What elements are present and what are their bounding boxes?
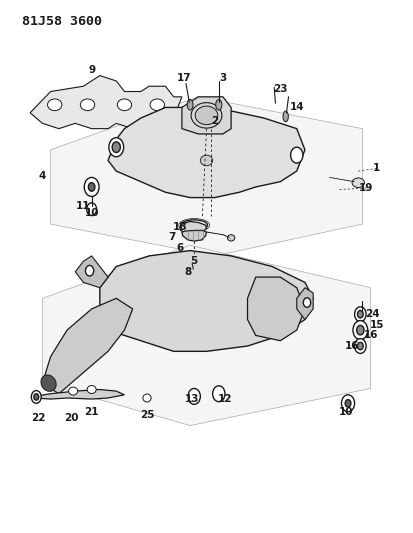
Circle shape (85, 265, 94, 276)
Circle shape (188, 389, 200, 405)
Ellipse shape (41, 375, 56, 391)
Text: 3: 3 (219, 73, 227, 83)
Text: 13: 13 (185, 394, 199, 404)
Circle shape (355, 307, 366, 321)
Text: 20: 20 (64, 413, 78, 423)
Text: 22: 22 (31, 413, 45, 423)
Text: 19: 19 (359, 183, 374, 193)
Text: 25: 25 (140, 410, 154, 420)
Circle shape (345, 400, 351, 407)
Circle shape (109, 138, 123, 157)
Circle shape (112, 142, 120, 152)
Circle shape (291, 147, 303, 163)
Text: 9: 9 (88, 66, 95, 75)
Ellipse shape (87, 385, 96, 393)
Text: 16: 16 (363, 330, 378, 341)
Text: 1: 1 (373, 164, 380, 173)
Ellipse shape (150, 99, 164, 111)
Ellipse shape (200, 155, 213, 166)
Ellipse shape (228, 235, 235, 241)
Polygon shape (182, 230, 206, 241)
Polygon shape (51, 97, 362, 256)
Text: 16: 16 (345, 341, 359, 351)
Ellipse shape (117, 99, 132, 111)
Circle shape (303, 298, 311, 308)
Text: 7: 7 (168, 232, 176, 243)
Circle shape (213, 386, 225, 402)
Circle shape (88, 183, 95, 191)
Ellipse shape (283, 111, 288, 122)
Text: 10: 10 (84, 208, 99, 219)
Text: 4: 4 (39, 172, 46, 181)
Circle shape (357, 325, 364, 335)
Text: 12: 12 (218, 394, 232, 404)
Text: 2: 2 (211, 116, 218, 126)
Polygon shape (30, 76, 182, 128)
Polygon shape (43, 245, 370, 425)
Polygon shape (247, 277, 305, 341)
Circle shape (355, 338, 366, 353)
Ellipse shape (81, 99, 95, 111)
Circle shape (353, 320, 368, 340)
Ellipse shape (187, 100, 193, 110)
Text: 24: 24 (366, 309, 380, 319)
Ellipse shape (143, 394, 151, 402)
Ellipse shape (191, 255, 197, 261)
Polygon shape (108, 108, 305, 198)
Circle shape (84, 177, 99, 197)
Ellipse shape (195, 106, 218, 125)
Polygon shape (180, 221, 206, 233)
Text: 21: 21 (84, 407, 99, 417)
Text: 5: 5 (190, 256, 198, 266)
Polygon shape (182, 97, 231, 134)
Text: 17: 17 (177, 73, 191, 83)
Ellipse shape (216, 100, 222, 110)
Text: 11: 11 (76, 200, 91, 211)
Polygon shape (75, 256, 108, 288)
Polygon shape (297, 288, 313, 319)
Circle shape (87, 203, 97, 216)
Circle shape (31, 391, 41, 403)
Polygon shape (34, 390, 124, 399)
Text: 81J58 3600: 81J58 3600 (22, 15, 102, 28)
Text: 15: 15 (370, 320, 384, 330)
Ellipse shape (69, 387, 78, 395)
Circle shape (342, 395, 355, 412)
Polygon shape (100, 251, 313, 351)
Polygon shape (43, 298, 133, 394)
Circle shape (358, 342, 363, 350)
Text: 8: 8 (185, 267, 192, 277)
Ellipse shape (47, 99, 62, 111)
Circle shape (358, 311, 363, 318)
Text: 14: 14 (290, 102, 304, 112)
Circle shape (34, 394, 39, 400)
Text: 10: 10 (339, 407, 353, 417)
Text: 23: 23 (273, 84, 287, 94)
Ellipse shape (352, 178, 364, 188)
Text: 6: 6 (176, 243, 183, 253)
Text: 18: 18 (173, 222, 187, 232)
